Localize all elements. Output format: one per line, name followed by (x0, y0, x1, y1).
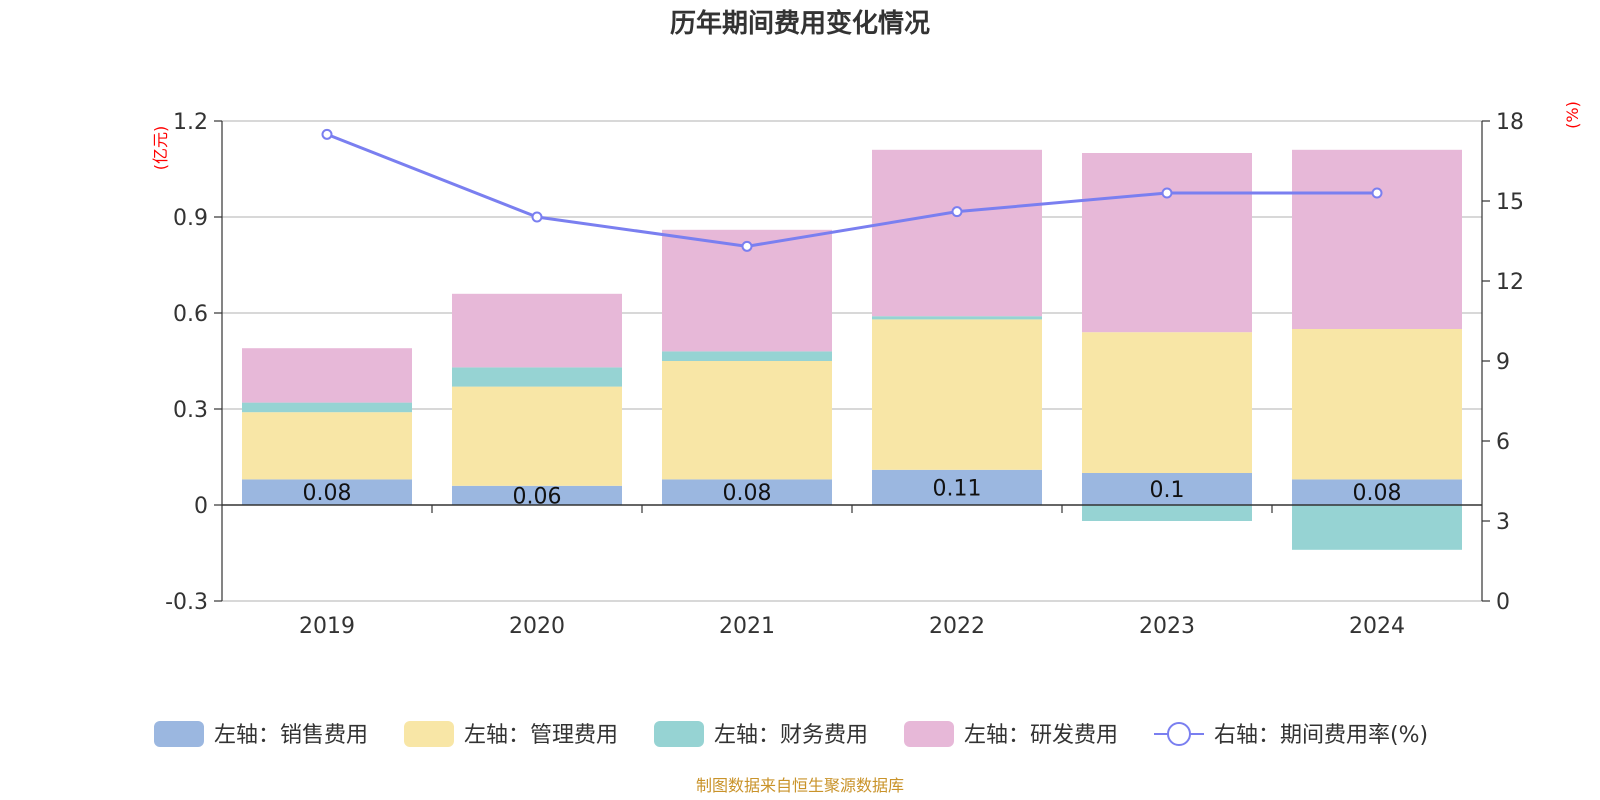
bar-segment-4-2020 (452, 293, 622, 368)
bar-segment-2-2019 (242, 412, 412, 480)
legend: 左轴：销售费用 左轴：管理费用 左轴：财务费用 左轴：研发费用 右轴：期间费用率(%) (154, 721, 1428, 748)
rate-point (1161, 187, 1173, 199)
bar-segment-3-2023 (1082, 505, 1252, 521)
category-label: 2019 (299, 614, 355, 639)
bar-segment-2-2024 (1292, 329, 1462, 480)
left-tick-label: 1.2 (173, 110, 208, 135)
bar-segment-4-2019 (242, 348, 412, 403)
source-note: 制图数据来自恒生聚源数据库 (696, 776, 904, 795)
bar-segment-3-2020 (452, 367, 622, 387)
legend-label: 左轴：管理费用 (464, 723, 618, 748)
legend-label: 左轴：销售费用 (214, 723, 368, 748)
rate-point (741, 240, 753, 252)
tick-labels: 1.2 0.9 0.6 0.3 0 -0.3 18 15 12 9 6 3 0 2019 2020 2021 2… (165, 110, 1524, 639)
rate-line-series (321, 128, 1383, 252)
bar-segment-4-2024 (1292, 149, 1462, 329)
legend-swatch (154, 721, 204, 747)
category-label: 2023 (1139, 614, 1195, 639)
legend-label: 左轴：研发费用 (964, 723, 1118, 748)
right-tick-label: 9 (1496, 350, 1510, 375)
rate-point (321, 128, 333, 140)
bar-segment-4-2023 (1082, 153, 1252, 333)
left-axis-unit: (亿元) (151, 126, 170, 171)
left-tick-label: 0.6 (173, 302, 208, 327)
category-label: 2022 (929, 614, 985, 639)
bar-segment-3-2022 (872, 316, 1042, 320)
bar-segment-2-2021 (662, 361, 832, 480)
left-tick-label: -0.3 (165, 590, 208, 615)
bar-segment-2-2022 (872, 319, 1042, 470)
rate-point (951, 206, 963, 218)
bar-segment-1-2023 (1082, 473, 1252, 505)
legend-label: 右轴：期间费用率(%) (1214, 723, 1428, 748)
right-axis-unit: (%) (1563, 101, 1582, 129)
legend-label: 左轴：财务费用 (714, 723, 868, 748)
legend-swatch (904, 721, 954, 747)
bar-segment-2-2023 (1082, 332, 1252, 473)
grid-lines (222, 120, 1482, 602)
bar-segment-2-2020 (452, 386, 622, 486)
bar-segment-3-2021 (662, 351, 832, 361)
right-tick-label: 18 (1496, 110, 1524, 135)
right-tick-label: 0 (1496, 590, 1510, 615)
legend-swatch (404, 721, 454, 747)
chart-title: 历年期间费用变化情况 (670, 8, 930, 39)
rate-point (1371, 187, 1383, 199)
category-label: 2020 (509, 614, 565, 639)
category-label: 2021 (719, 614, 775, 639)
bar-segment-1-2019 (242, 479, 412, 505)
bar-segment-1-2020 (452, 485, 622, 505)
right-tick-label: 12 (1496, 270, 1524, 295)
bar-segment-1-2021 (662, 479, 832, 505)
data-label: 0.08 (1353, 481, 1402, 506)
data-label: 0.08 (303, 481, 352, 506)
right-tick-label: 15 (1496, 190, 1524, 215)
data-label: 0.1 (1150, 478, 1185, 503)
data-labels: 0.08 0.06 0.08 0.11 0.1 0.08 (303, 476, 1402, 509)
right-tick-label: 3 (1496, 510, 1510, 535)
rate-line (326, 132, 1377, 248)
axes (214, 120, 1490, 602)
bar-segment-3-2019 (242, 402, 412, 413)
bar-segment-1-2022 (872, 469, 1042, 505)
legend-swatch (654, 721, 704, 747)
bar-series (242, 149, 1462, 550)
left-tick-label: 0.3 (173, 398, 208, 423)
bar-segment-1-2024 (1292, 479, 1462, 505)
category-label: 2024 (1349, 614, 1405, 639)
data-label: 0.11 (933, 476, 982, 501)
bar-segment-4-2022 (872, 149, 1042, 317)
legend-circle-swatch (1167, 722, 1191, 746)
data-label: 0.06 (513, 484, 562, 509)
left-tick-label: 0.9 (173, 206, 208, 231)
right-tick-label: 6 (1496, 430, 1510, 455)
rate-point (531, 211, 543, 223)
bar-segment-3-2024 (1292, 505, 1462, 550)
data-label: 0.08 (723, 481, 772, 506)
left-tick-label: 0 (194, 494, 208, 519)
